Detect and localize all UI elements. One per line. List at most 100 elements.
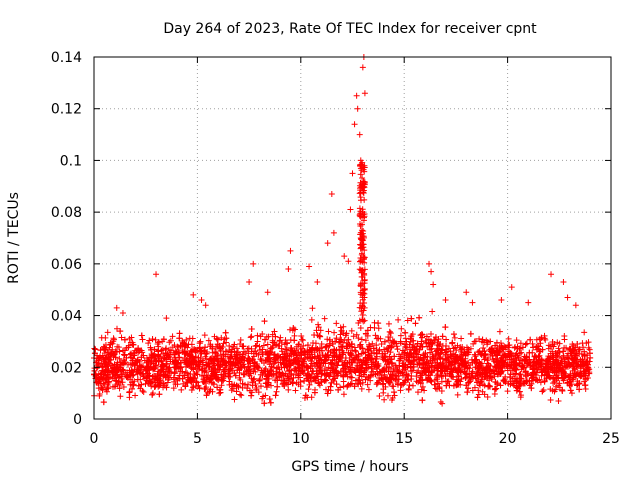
roti-point bbox=[183, 363, 190, 370]
roti-point bbox=[344, 382, 351, 389]
roti-point bbox=[360, 217, 367, 224]
roti-point bbox=[231, 362, 238, 369]
roti-point bbox=[248, 392, 255, 399]
roti-point bbox=[285, 386, 292, 393]
roti-point bbox=[248, 333, 255, 340]
roti-point bbox=[439, 347, 446, 354]
roti-point bbox=[496, 328, 503, 335]
roti-point bbox=[455, 360, 462, 367]
roti-point bbox=[414, 389, 421, 396]
roti-point bbox=[373, 381, 380, 388]
roti-point bbox=[393, 373, 400, 380]
roti-point bbox=[481, 391, 488, 398]
roti-point bbox=[513, 337, 520, 344]
roti-point bbox=[110, 370, 117, 377]
roti-point bbox=[142, 380, 149, 387]
roti-point bbox=[540, 386, 547, 393]
y-tick-label: 0.04 bbox=[51, 309, 82, 325]
roti-point bbox=[221, 366, 228, 373]
roti-point bbox=[450, 350, 457, 357]
roti-point bbox=[344, 373, 351, 380]
roti-point bbox=[191, 371, 198, 378]
roti-point bbox=[413, 378, 420, 385]
roti-point bbox=[151, 383, 158, 390]
roti-point bbox=[344, 360, 351, 367]
roti-point-peak bbox=[428, 268, 435, 275]
roti-point bbox=[95, 360, 102, 367]
roti-point bbox=[160, 362, 167, 369]
roti-point bbox=[291, 366, 298, 373]
roti-point bbox=[376, 393, 383, 400]
roti-point bbox=[178, 386, 185, 393]
roti-point bbox=[467, 378, 474, 385]
roti-point bbox=[257, 383, 264, 390]
roti-point bbox=[384, 392, 391, 399]
roti-point-peak bbox=[345, 258, 352, 265]
roti-point bbox=[485, 383, 492, 390]
roti-point bbox=[537, 362, 544, 369]
roti-point bbox=[348, 368, 355, 375]
roti-point bbox=[267, 367, 274, 374]
roti-point-peak bbox=[572, 302, 579, 309]
roti-point bbox=[315, 380, 322, 387]
roti-point bbox=[260, 342, 267, 349]
roti-point bbox=[380, 386, 387, 393]
roti-point bbox=[350, 333, 357, 340]
roti-point bbox=[300, 342, 307, 349]
roti-point bbox=[399, 369, 406, 376]
roti-point bbox=[274, 383, 281, 390]
roti-point bbox=[491, 391, 498, 398]
roti-point bbox=[549, 338, 556, 345]
roti-point bbox=[364, 381, 371, 388]
roti-point bbox=[523, 340, 530, 347]
roti-point bbox=[539, 346, 546, 353]
roti-point bbox=[388, 396, 395, 403]
roti-point bbox=[326, 336, 333, 343]
roti-point bbox=[373, 355, 380, 362]
roti-point bbox=[505, 335, 512, 342]
roti-point bbox=[193, 379, 200, 386]
roti-point bbox=[559, 387, 566, 394]
roti-point bbox=[361, 247, 368, 254]
roti-point bbox=[333, 335, 340, 342]
roti-point bbox=[379, 376, 386, 383]
roti-point bbox=[391, 340, 398, 347]
roti-point bbox=[487, 338, 494, 345]
roti-point bbox=[295, 374, 302, 381]
roti-point bbox=[190, 358, 197, 365]
roti-point bbox=[522, 356, 529, 363]
roti-point bbox=[561, 344, 568, 351]
roti-point bbox=[245, 355, 252, 362]
roti-point-peak bbox=[426, 260, 433, 267]
roti-point bbox=[272, 392, 279, 399]
roti-point bbox=[273, 388, 280, 395]
roti-point bbox=[111, 375, 118, 382]
roti-point bbox=[167, 358, 174, 365]
roti-point bbox=[462, 374, 469, 381]
roti-point bbox=[381, 338, 388, 345]
roti-point bbox=[442, 351, 449, 358]
roti-point bbox=[231, 370, 238, 377]
roti-point bbox=[453, 354, 460, 361]
roti-point bbox=[547, 343, 554, 350]
roti-point bbox=[301, 394, 308, 401]
roti-point bbox=[223, 335, 230, 342]
plot-frame bbox=[93, 56, 612, 420]
roti-point bbox=[165, 375, 172, 382]
roti-point bbox=[484, 357, 491, 364]
roti-point-peak bbox=[463, 289, 470, 296]
roti-point bbox=[516, 360, 523, 367]
roti-point bbox=[357, 258, 364, 265]
roti-point bbox=[387, 330, 394, 337]
roti-point bbox=[201, 368, 208, 375]
roti-point bbox=[474, 379, 481, 386]
roti-point bbox=[498, 345, 505, 352]
roti-point bbox=[376, 368, 383, 375]
roti-point bbox=[277, 354, 284, 361]
roti-point bbox=[296, 365, 303, 372]
roti-point bbox=[272, 333, 279, 340]
roti-point bbox=[233, 382, 240, 389]
roti-point bbox=[201, 332, 208, 339]
roti-point bbox=[254, 338, 261, 345]
roti-point bbox=[352, 348, 359, 355]
